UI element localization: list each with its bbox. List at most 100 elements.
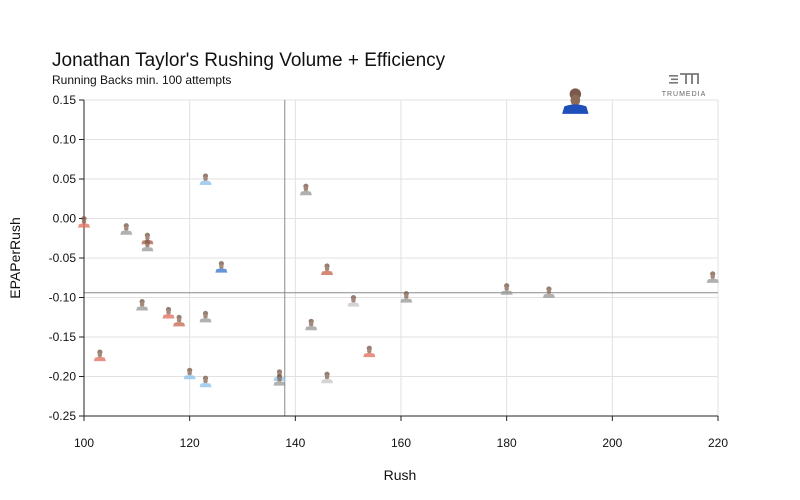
- player-face-icon: [166, 309, 171, 315]
- chart-subtitle: Running Backs min. 100 attempts: [52, 73, 232, 87]
- player-face-icon: [351, 297, 356, 304]
- player-marker[interactable]: [93, 349, 106, 362]
- player-face-icon: [404, 293, 409, 300]
- player-face-icon: [97, 352, 103, 358]
- y-tick-label: -0.15: [49, 330, 77, 344]
- player-marker[interactable]: [136, 298, 149, 311]
- player-jersey-icon: [141, 247, 154, 252]
- player-marker[interactable]: [162, 306, 175, 319]
- reference-lines: [84, 100, 718, 416]
- x-tick-label: 140: [285, 436, 305, 450]
- player-face-icon: [145, 242, 150, 248]
- player-jersey-icon: [215, 268, 228, 273]
- y-tick-label: -0.10: [49, 291, 77, 305]
- x-tick-label: 200: [602, 436, 622, 450]
- player-jersey-icon: [162, 314, 175, 319]
- y-tick-label: 0.15: [53, 93, 77, 107]
- player-marker[interactable]: [120, 223, 133, 235]
- player-jersey-icon: [78, 223, 90, 228]
- player-jersey-icon: [321, 270, 334, 276]
- player-jersey-icon: [347, 302, 360, 307]
- player-marker[interactable]: [199, 173, 212, 185]
- chart-title: Jonathan Taylor's Rushing Volume + Effic…: [52, 50, 446, 71]
- player-marker[interactable]: [299, 183, 312, 196]
- player-marker[interactable]: [183, 367, 196, 380]
- y-tick-label: 0.05: [53, 172, 77, 186]
- player-jersey-icon: [363, 352, 376, 358]
- y-axis-title: EPAPerRush: [7, 217, 23, 298]
- y-tick-label: 0.10: [53, 133, 77, 147]
- player-face-icon: [303, 186, 309, 192]
- player-jersey-icon: [299, 190, 312, 196]
- y-tick-label: -0.20: [49, 370, 77, 384]
- player-face-icon: [710, 274, 715, 280]
- player-marker[interactable]: [363, 345, 376, 358]
- player-jersey-icon: [93, 356, 106, 362]
- highlighted-player-marker[interactable]: [562, 88, 589, 114]
- player-face-icon: [145, 235, 150, 241]
- player-face-icon: [504, 285, 509, 292]
- axes: -0.25 -0.20 -0.15 -0.10 -0.05 0.00 0.05 0.10 0.1…: [49, 93, 729, 450]
- player-marker[interactable]: [542, 286, 555, 298]
- player-face-icon: [367, 348, 372, 354]
- brand-logo: TRUMEDIA: [660, 72, 708, 98]
- player-marker[interactable]: [305, 318, 318, 331]
- player-jersey-icon: [273, 381, 286, 386]
- player-face-icon: [308, 321, 314, 327]
- player-face-icon: [176, 317, 182, 323]
- player-marker[interactable]: [141, 239, 154, 252]
- player-face-icon: [203, 176, 208, 182]
- brand-name: TRUMEDIA: [661, 91, 707, 98]
- x-tick-label: 220: [708, 436, 728, 450]
- player-face-icon: [570, 94, 581, 106]
- x-tick-label: 160: [391, 436, 411, 450]
- player-face-icon: [277, 376, 282, 383]
- player-jersey-icon: [400, 298, 413, 303]
- player-marker[interactable]: [173, 314, 186, 327]
- trumedia-logo-icon: [669, 73, 699, 84]
- player-face-icon: [203, 313, 208, 319]
- grid: [83, 99, 719, 417]
- player-marker[interactable]: [321, 371, 334, 384]
- player-face-icon: [324, 266, 330, 272]
- player-marker[interactable]: [273, 374, 286, 386]
- player-marker[interactable]: [500, 283, 513, 295]
- player-jersey-icon: [321, 378, 334, 384]
- x-tick-label: 120: [180, 436, 200, 450]
- player-jersey-icon: [199, 318, 212, 323]
- player-jersey-icon: [305, 326, 318, 331]
- player-marker[interactable]: [215, 261, 228, 273]
- y-tick-label: -0.25: [49, 409, 77, 423]
- player-face-icon: [219, 263, 224, 270]
- player-face-icon: [124, 225, 129, 232]
- player-jersey-icon: [199, 382, 212, 388]
- player-jersey-icon: [173, 322, 186, 327]
- player-face-icon: [187, 370, 192, 376]
- player-face-icon: [203, 378, 208, 384]
- player-marker[interactable]: [199, 375, 212, 388]
- y-tick-label: -0.05: [49, 251, 77, 265]
- player-face-icon: [81, 218, 87, 225]
- player-marker[interactable]: [78, 216, 90, 228]
- player-face-icon: [139, 301, 145, 307]
- player-marker[interactable]: [321, 263, 334, 276]
- x-axis-title: Rush: [384, 467, 417, 483]
- player-jersey-icon: [136, 306, 149, 311]
- player-marker[interactable]: [347, 295, 360, 307]
- x-tick-label: 100: [74, 436, 94, 450]
- player-face-icon: [324, 374, 330, 380]
- y-tick-label: 0.00: [53, 212, 77, 226]
- player-marker[interactable]: [706, 271, 719, 283]
- player-jersey-icon: [199, 180, 212, 185]
- player-face-icon: [546, 289, 552, 295]
- x-tick-label: 180: [497, 436, 517, 450]
- data-points: [78, 88, 719, 388]
- player-jersey-icon: [120, 230, 133, 235]
- player-jersey-icon: [562, 104, 589, 114]
- player-marker[interactable]: [400, 291, 413, 303]
- player-marker[interactable]: [199, 310, 212, 323]
- player-jersey-icon: [183, 374, 196, 380]
- player-jersey-icon: [542, 293, 555, 298]
- player-jersey-icon: [706, 278, 719, 283]
